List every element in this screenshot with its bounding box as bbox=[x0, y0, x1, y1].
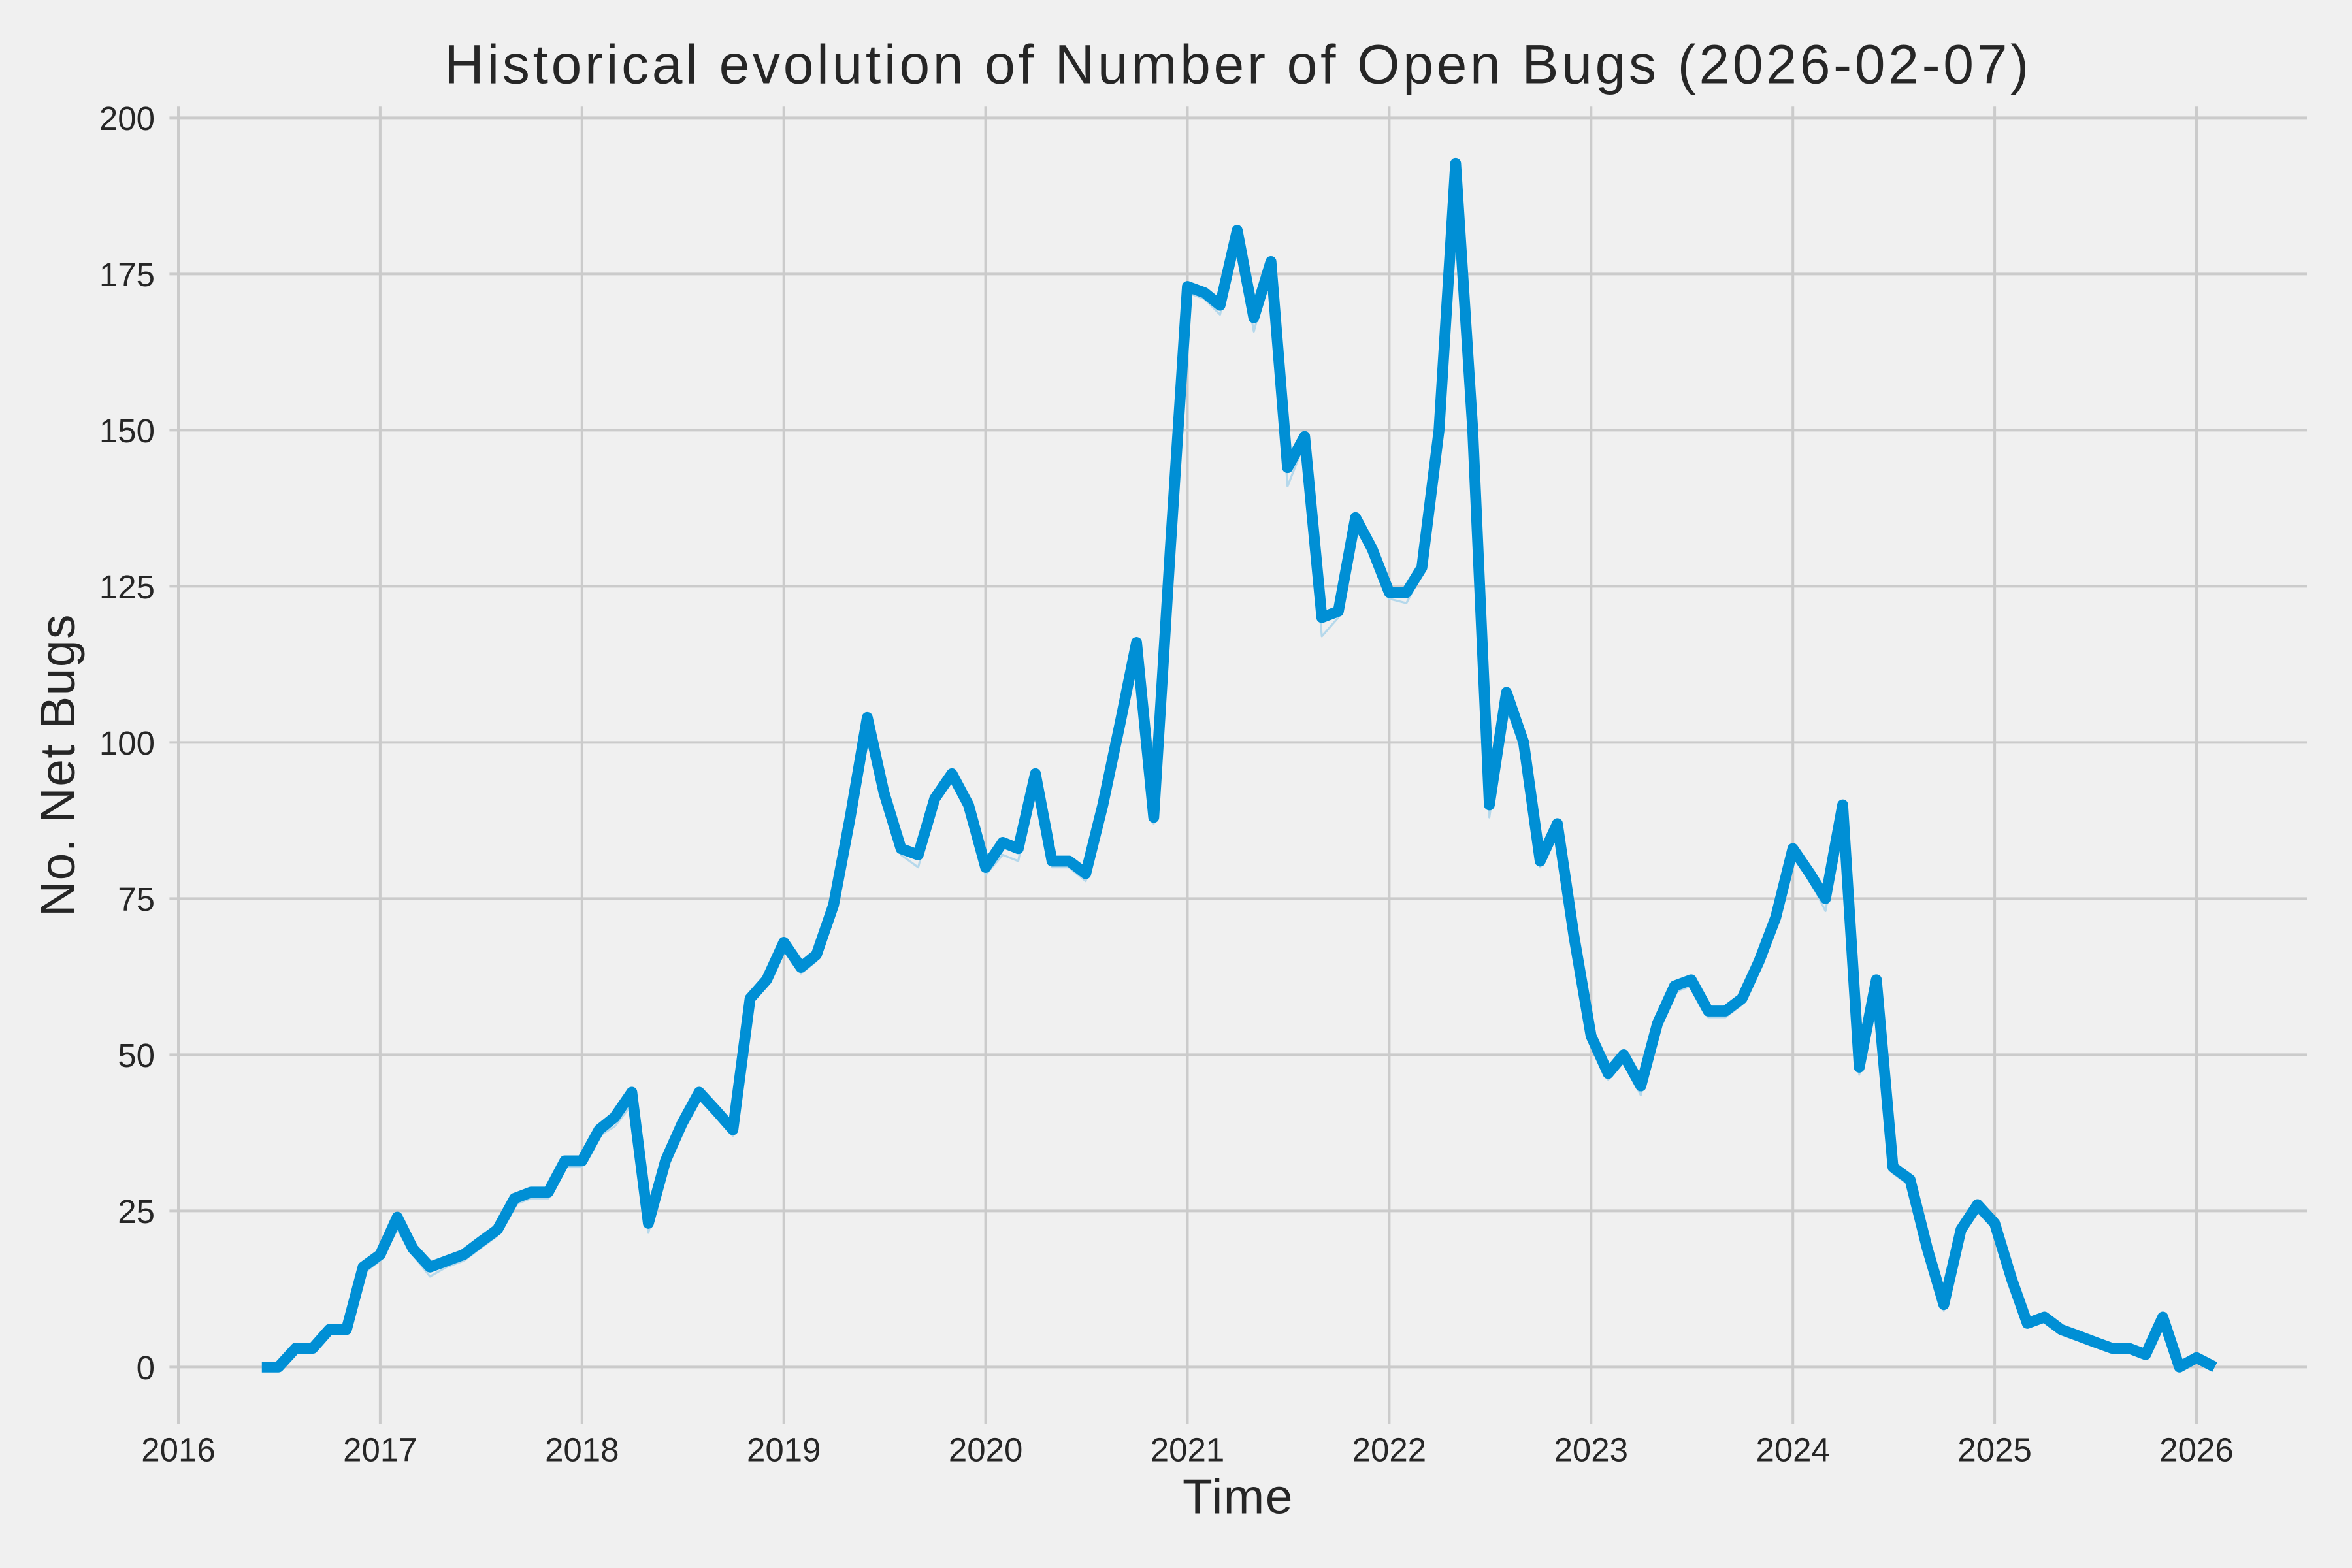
svg-text:175: 175 bbox=[99, 256, 155, 293]
svg-text:Historical evolution of Number: Historical evolution of Number of Open B… bbox=[444, 34, 2032, 95]
svg-text:2025: 2025 bbox=[1957, 1431, 2031, 1469]
svg-text:2021: 2021 bbox=[1151, 1431, 1224, 1469]
svg-text:2023: 2023 bbox=[1554, 1431, 1628, 1469]
svg-text:2024: 2024 bbox=[1756, 1431, 1829, 1469]
svg-text:2016: 2016 bbox=[141, 1431, 215, 1469]
svg-text:100: 100 bbox=[99, 725, 155, 762]
svg-text:2022: 2022 bbox=[1352, 1431, 1426, 1469]
svg-text:75: 75 bbox=[118, 881, 155, 918]
svg-text:2017: 2017 bbox=[343, 1431, 417, 1469]
svg-text:150: 150 bbox=[99, 412, 155, 449]
svg-text:25: 25 bbox=[118, 1193, 155, 1230]
svg-text:50: 50 bbox=[118, 1037, 155, 1074]
svg-text:2020: 2020 bbox=[949, 1431, 1022, 1469]
svg-text:200: 200 bbox=[99, 100, 155, 137]
svg-text:0: 0 bbox=[137, 1349, 155, 1386]
svg-text:2018: 2018 bbox=[545, 1431, 619, 1469]
svg-text:2019: 2019 bbox=[747, 1431, 821, 1469]
svg-text:2026: 2026 bbox=[2159, 1431, 2233, 1469]
svg-text:No. Net Bugs: No. Net Bugs bbox=[30, 613, 85, 917]
svg-text:Time: Time bbox=[1183, 1469, 1294, 1524]
svg-text:125: 125 bbox=[99, 568, 155, 606]
